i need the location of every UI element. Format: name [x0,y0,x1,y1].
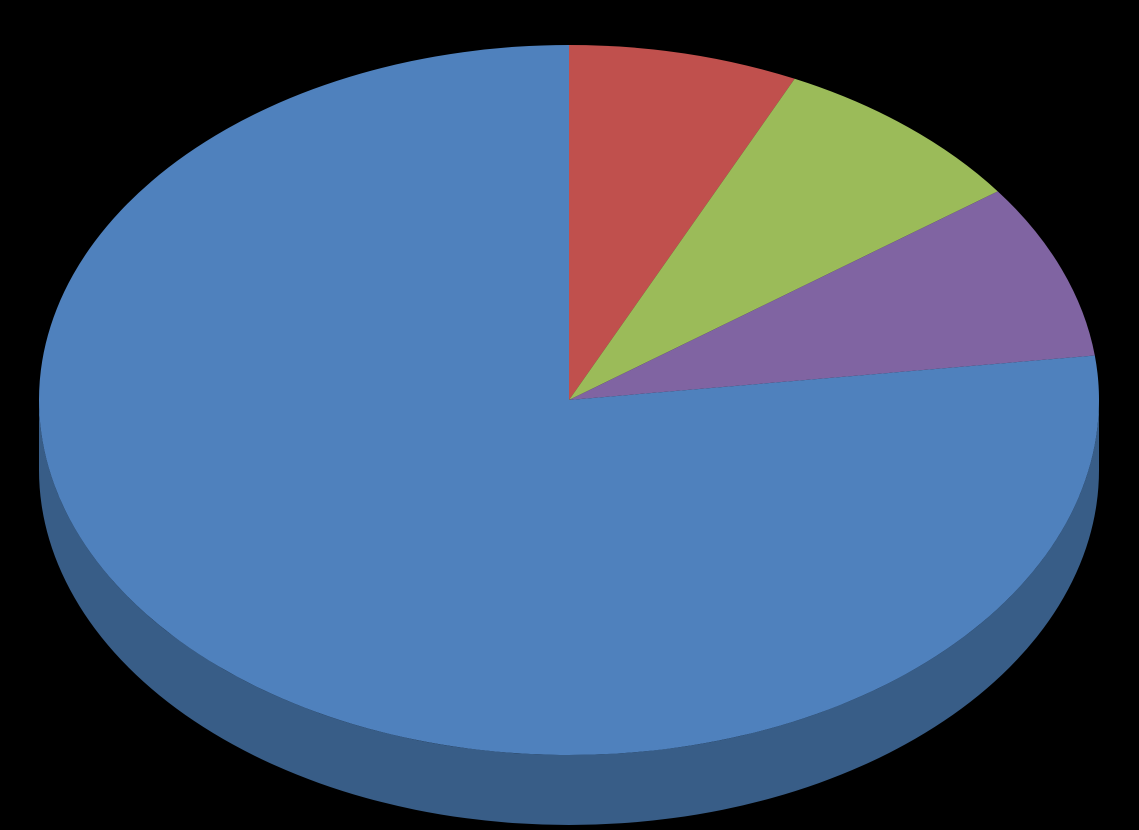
pie-tops [39,45,1099,755]
pie-chart-3d [0,0,1139,830]
pie-chart-svg [0,0,1139,830]
